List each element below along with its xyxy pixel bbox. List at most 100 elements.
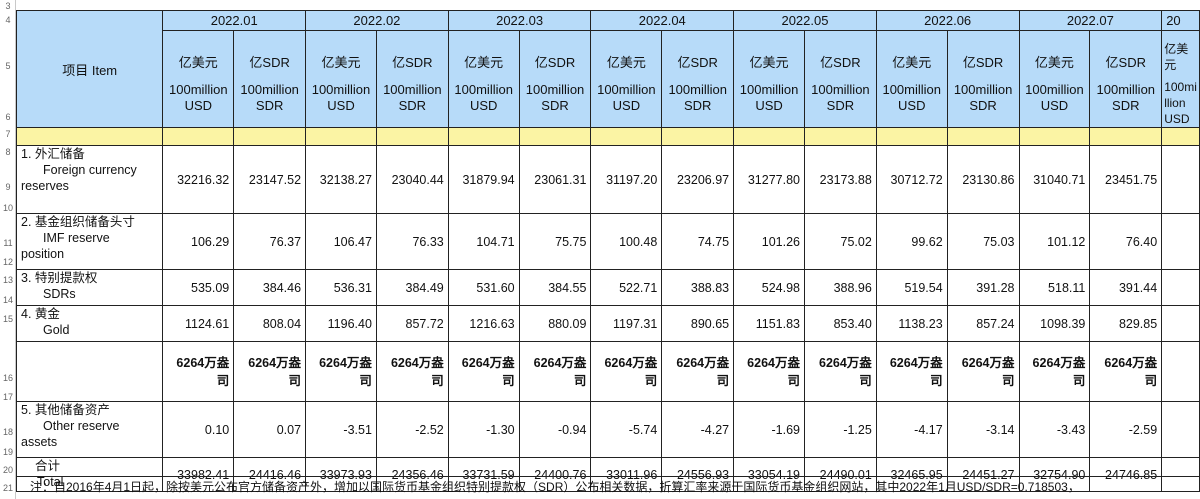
gold-ounce-cell[interactable]: 6264万盎司 (1089, 341, 1163, 402)
value-cell[interactable]: -1.25 (803, 401, 877, 458)
gold-ounce-cell[interactable]: 6264万盎司 (875, 341, 948, 402)
value-cell[interactable]: 74.75 (661, 213, 735, 270)
gold-ounce-cell[interactable]: 6264万盎司 (661, 341, 735, 402)
value-cell[interactable] (1161, 401, 1200, 458)
value-cell[interactable]: 1196.40 (305, 305, 377, 342)
value-cell[interactable]: 33973.93 (305, 457, 377, 492)
value-cell[interactable]: 75.75 (518, 213, 592, 270)
value-cell[interactable]: 384.46 (233, 269, 307, 306)
value-cell[interactable]: 524.98 (733, 269, 805, 306)
blank-cell[interactable] (733, 127, 805, 146)
value-cell[interactable]: 890.65 (661, 305, 735, 342)
value-cell[interactable]: 23061.31 (518, 145, 592, 214)
gold-ounce-cell[interactable]: 6264万盎司 (590, 341, 663, 402)
unit-header-cell[interactable]: 亿SDR 100million SDR (233, 30, 307, 128)
value-cell[interactable]: 31197.20 (590, 145, 663, 214)
value-cell[interactable]: -4.27 (661, 401, 735, 458)
value-cell[interactable]: 24490.01 (803, 457, 877, 492)
value-cell[interactable]: 880.09 (518, 305, 592, 342)
value-cell[interactable]: 100.48 (590, 213, 663, 270)
value-cell[interactable]: -3.43 (1018, 401, 1091, 458)
value-cell[interactable]: 31277.80 (733, 145, 805, 214)
item-cell[interactable]: 3. 特别提款权 SDRs (15, 269, 164, 306)
value-cell[interactable] (1161, 213, 1200, 270)
value-cell[interactable]: 33731.59 (447, 457, 520, 492)
value-cell[interactable]: -5.74 (590, 401, 663, 458)
blank-cell[interactable] (1018, 127, 1091, 146)
value-cell[interactable]: -1.30 (447, 401, 520, 458)
item-cell[interactable]: 2. 基金组织储备头寸 IMF reserve position (15, 213, 164, 270)
blank-cell[interactable] (233, 127, 307, 146)
value-cell[interactable]: 518.11 (1018, 269, 1091, 306)
value-cell[interactable]: 388.96 (803, 269, 877, 306)
value-cell[interactable]: 384.49 (375, 269, 449, 306)
value-cell[interactable]: 0.07 (233, 401, 307, 458)
value-cell[interactable]: 857.24 (946, 305, 1020, 342)
unit-header-cell[interactable]: 亿SDR 100million SDR (803, 30, 877, 128)
value-cell[interactable]: 99.62 (875, 213, 948, 270)
month-cell[interactable]: 2022.05 (733, 10, 877, 31)
value-cell[interactable] (1161, 305, 1200, 342)
value-cell[interactable]: 23451.75 (1089, 145, 1163, 214)
gold-ounce-cell[interactable]: 6264万盎司 (733, 341, 805, 402)
value-cell[interactable]: 24400.76 (518, 457, 592, 492)
value-cell[interactable]: 76.33 (375, 213, 449, 270)
unit-header-cell[interactable]: 亿美元 100million USD (1018, 30, 1091, 128)
unit-header-cell[interactable]: 亿SDR 100million SDR (946, 30, 1020, 128)
value-cell[interactable]: 32465.95 (875, 457, 948, 492)
value-cell[interactable]: 536.31 (305, 269, 377, 306)
unit-header-cell[interactable]: 亿美元 100million USD (875, 30, 948, 128)
blank-cell[interactable] (1161, 341, 1200, 402)
value-cell[interactable]: -2.59 (1089, 401, 1163, 458)
value-cell[interactable]: 30712.72 (875, 145, 948, 214)
month-cell[interactable]: 2022.06 (875, 10, 1020, 31)
value-cell[interactable]: 32754.90 (1018, 457, 1091, 492)
unit-header-cell[interactable]: 亿美元 100mi llion USD (1161, 30, 1200, 128)
value-cell[interactable]: 1151.83 (733, 305, 805, 342)
gold-ounce-cell[interactable]: 6264万盎司 (1018, 341, 1091, 402)
value-cell[interactable]: 75.02 (803, 213, 877, 270)
value-cell[interactable]: 23147.52 (233, 145, 307, 214)
value-cell[interactable]: 32216.32 (162, 145, 235, 214)
value-cell[interactable]: -2.52 (375, 401, 449, 458)
value-cell[interactable]: 1098.39 (1018, 305, 1091, 342)
value-cell[interactable]: 23173.88 (803, 145, 877, 214)
value-cell[interactable]: -0.94 (518, 401, 592, 458)
value-cell[interactable] (1161, 269, 1200, 306)
value-cell[interactable]: 23130.86 (946, 145, 1020, 214)
value-cell[interactable]: 853.40 (803, 305, 877, 342)
value-cell[interactable]: 391.28 (946, 269, 1020, 306)
value-cell[interactable]: 23206.97 (661, 145, 735, 214)
blank-cell[interactable] (946, 127, 1020, 146)
value-cell[interactable]: 384.55 (518, 269, 592, 306)
value-cell[interactable]: 535.09 (162, 269, 235, 306)
value-cell[interactable]: 33982.41 (162, 457, 235, 492)
value-cell[interactable]: 24451.27 (946, 457, 1020, 492)
value-cell[interactable]: 531.60 (447, 269, 520, 306)
value-cell[interactable]: 31040.71 (1018, 145, 1091, 214)
value-cell[interactable]: 829.85 (1089, 305, 1163, 342)
value-cell[interactable]: 106.29 (162, 213, 235, 270)
unit-header-cell[interactable]: 亿美元 100million USD (305, 30, 377, 128)
value-cell[interactable]: -4.17 (875, 401, 948, 458)
value-cell[interactable]: 24556.93 (661, 457, 735, 492)
blank-cell[interactable] (305, 127, 377, 146)
value-cell[interactable]: 24416.46 (233, 457, 307, 492)
value-cell[interactable] (1161, 145, 1200, 214)
value-cell[interactable]: 0.10 (162, 401, 235, 458)
value-cell[interactable]: -3.51 (305, 401, 377, 458)
value-cell[interactable]: 1124.61 (162, 305, 235, 342)
value-cell[interactable]: 391.44 (1089, 269, 1163, 306)
unit-header-cell[interactable]: 亿SDR 100million SDR (375, 30, 449, 128)
blank-cell[interactable] (590, 127, 663, 146)
gold-ounce-cell[interactable]: 6264万盎司 (233, 341, 307, 402)
blank-cell[interactable] (375, 127, 449, 146)
item-header[interactable]: 项目 Item (15, 10, 164, 128)
value-cell[interactable]: 106.47 (305, 213, 377, 270)
item-cell[interactable] (15, 341, 164, 402)
gold-ounce-cell[interactable]: 6264万盎司 (946, 341, 1020, 402)
month-cell[interactable]: 20 (1161, 10, 1200, 31)
month-cell[interactable]: 2022.07 (1018, 10, 1163, 31)
blank-cell[interactable] (661, 127, 735, 146)
value-cell[interactable]: 101.26 (733, 213, 805, 270)
